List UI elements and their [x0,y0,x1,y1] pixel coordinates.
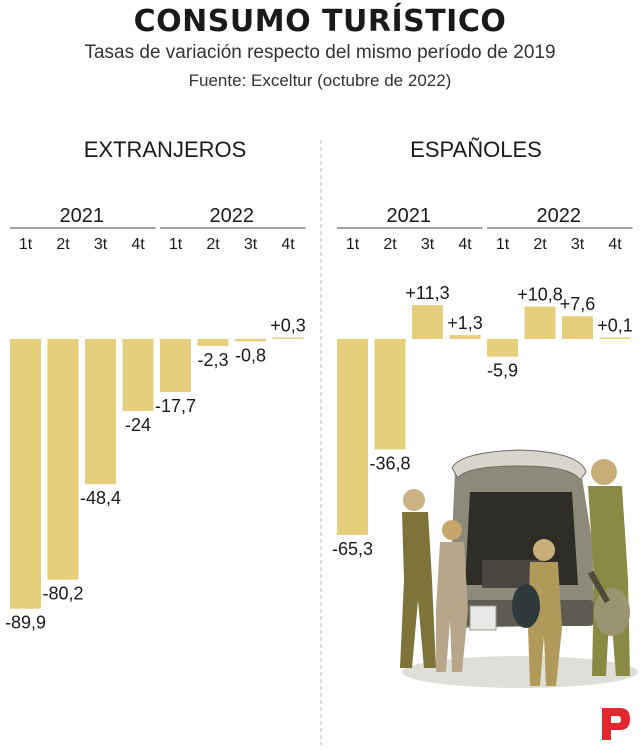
quarter-label-espanoles-7: 4t [608,236,622,253]
bar-espanoles-2 [412,305,443,339]
bar-extranjeros-4 [160,339,191,393]
value-label-espanoles-5: +10,8 [517,285,563,305]
value-label-extranjeros-7: +0,3 [270,316,306,336]
value-label-extranjeros-0: -89,9 [5,613,46,633]
quarter-label-espanoles-3: 4t [458,236,472,253]
value-label-espanoles-0: -65,3 [332,539,373,559]
value-label-espanoles-3: +1,3 [447,313,483,333]
bar-extranjeros-2 [85,339,116,485]
bar-extranjeros-7 [272,337,304,339]
bar-extranjeros-1 [47,339,79,580]
bar-extranjeros-0 [10,339,41,609]
car-tailgate-shape [451,449,587,481]
quarter-label-espanoles-2: 3t [421,236,435,253]
logo-p-icon [602,708,630,740]
quarter-label-extranjeros-1: 2t [56,236,70,253]
cooler-box-shape [469,605,497,631]
value-label-espanoles-1: -36,8 [369,453,410,473]
year-label-espanoles-2022: 2022 [537,205,582,227]
panel-title-espanoles: ESPAÑOLES [410,137,542,162]
sleeping-bag-shape [512,584,540,628]
quarter-label-espanoles-4: 1t [496,236,510,253]
panel-title-extranjeros: EXTRANJEROS [84,137,247,162]
quarter-label-espanoles-6: 3t [571,236,585,253]
person-boy-head [533,539,555,561]
guitar-body-shape [594,588,630,636]
bar-espanoles-7 [599,337,631,339]
value-label-extranjeros-1: -80,2 [42,584,83,604]
bar-extranjeros-5 [197,339,229,346]
guitar-neck-shape [587,570,611,604]
person-woman-body [400,512,436,668]
person-girl-body [436,542,468,672]
year-label-extranjeros-2022: 2022 [210,205,255,227]
value-label-espanoles-2: +11,3 [405,283,449,303]
bar-espanoles-0 [337,339,368,535]
quarter-label-extranjeros-6: 3t [244,236,258,253]
chart-source: Fuente: Exceltur (octubre de 2022) [188,71,452,90]
quarter-label-espanoles-0: 1t [346,236,360,253]
value-label-espanoles-6: +7,6 [560,294,596,314]
person-woman-head [403,489,425,511]
chart-title: CONSUMO TURÍSTICO [133,4,507,39]
quarter-label-extranjeros-4: 1t [169,236,183,253]
chart-subtitle: Tasas de variación respecto del mismo pe… [84,42,556,63]
value-label-extranjeros-2: -48,4 [80,488,121,508]
quarter-label-extranjeros-5: 2t [206,236,220,253]
person-man-head [591,459,617,485]
quarter-label-espanoles-1: 2t [383,236,397,253]
publisher-logo [602,708,630,740]
bar-extranjeros-6 [235,339,266,342]
value-label-espanoles-7: +0,1 [597,316,633,336]
value-label-extranjeros-4: -17,7 [155,396,196,416]
year-label-extranjeros-2021: 2021 [60,205,105,227]
bar-espanoles-5 [524,306,556,339]
bar-extranjeros-3 [122,339,154,411]
bar-espanoles-1 [374,339,406,450]
quarter-label-extranjeros-0: 1t [19,236,33,253]
quarter-label-espanoles-5: 2t [533,236,547,253]
value-label-extranjeros-5: -2,3 [197,350,228,370]
family-car-illustration [400,449,638,688]
bar-espanoles-4 [487,339,518,357]
value-label-extranjeros-6: -0,8 [235,345,266,365]
value-label-extranjeros-3: -24 [125,415,151,435]
person-girl-head [442,520,462,540]
quarter-label-extranjeros-2: 3t [94,236,108,253]
bar-espanoles-3 [449,335,481,339]
value-label-espanoles-4: -5,9 [487,361,518,381]
year-label-espanoles-2021: 2021 [387,205,432,227]
quarter-label-extranjeros-7: 4t [281,236,295,253]
quarter-label-extranjeros-3: 4t [131,236,145,253]
bar-espanoles-6 [562,316,593,339]
